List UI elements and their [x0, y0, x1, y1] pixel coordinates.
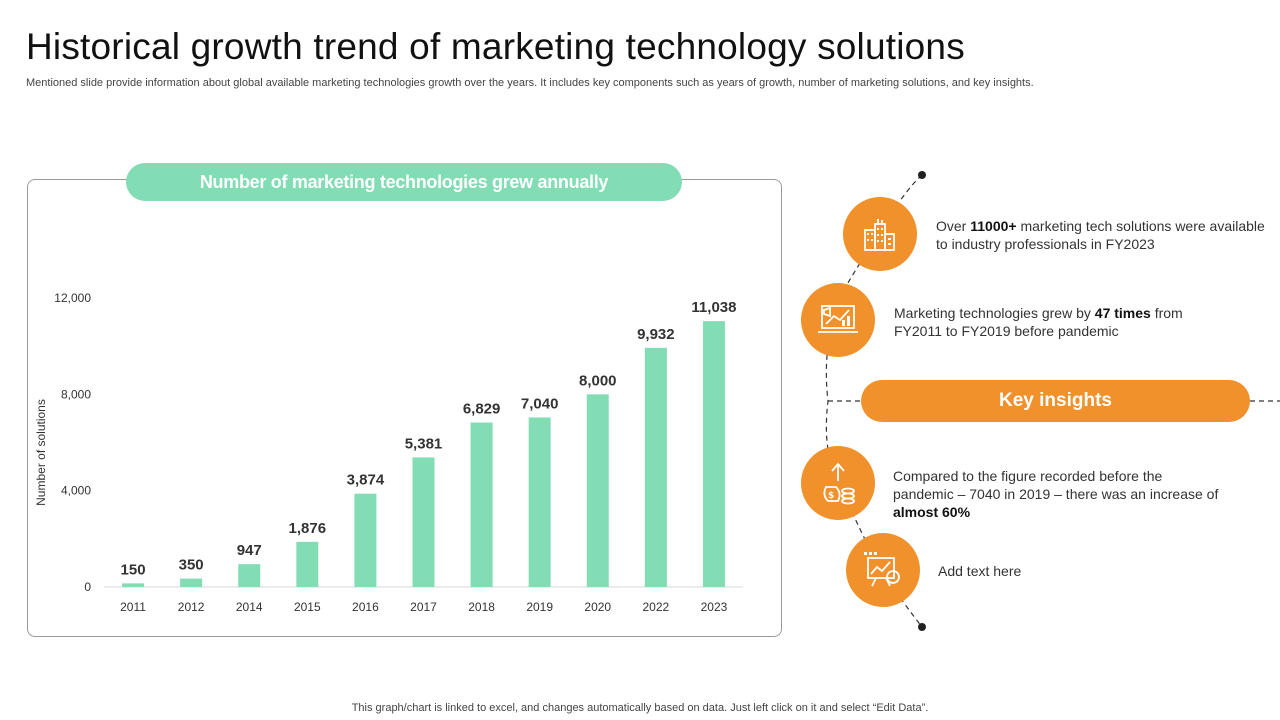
- x-tick-label: 2012: [178, 600, 205, 614]
- x-tick-label: 2016: [352, 600, 379, 614]
- data-label: 3,874: [347, 472, 385, 489]
- y-tick-label: 12,000: [54, 291, 91, 305]
- page-subtitle: Mentioned slide provide information abou…: [26, 77, 1034, 89]
- x-tick-label: 2020: [584, 600, 611, 614]
- data-label: 947: [237, 542, 262, 559]
- x-tick-label: 2011: [120, 600, 146, 614]
- bar: [470, 422, 493, 587]
- x-tick-label: 2023: [701, 600, 728, 614]
- x-tick-label: 2014: [236, 600, 263, 614]
- bar: [528, 417, 551, 587]
- data-label: 8,000: [579, 372, 617, 389]
- data-label: 11,038: [691, 299, 736, 316]
- svg-text:$: $: [828, 491, 834, 501]
- bar: [354, 493, 377, 587]
- data-label: 6,829: [463, 401, 501, 418]
- data-label: 1,876: [289, 520, 327, 537]
- y-tick-label: 4,000: [61, 484, 91, 498]
- connector-end-dot: [918, 171, 926, 179]
- city-buildings-icon: [843, 197, 917, 271]
- data-label: 7,040: [521, 395, 559, 412]
- x-tick-label: 2022: [643, 600, 670, 614]
- y-tick-label: 0: [84, 580, 91, 594]
- megaphone-chart-icon: [801, 283, 875, 357]
- page-title: Historical growth trend of marketing tec…: [26, 26, 965, 67]
- insight-text-3: Compared to the figure recorded before t…: [893, 468, 1219, 520]
- connector-end-dot: [918, 623, 926, 631]
- bar: [238, 564, 261, 587]
- data-label: 150: [121, 561, 146, 578]
- bar-chart[interactable]: 0 4,000 8,000 12,000 Number of solutions 150 2…: [0, 0, 800, 660]
- bar: [586, 394, 609, 587]
- insight-text-4: Add text here: [938, 563, 1022, 579]
- presentation-board-icon: [846, 533, 920, 607]
- y-tick-label: 8,000: [61, 387, 91, 401]
- y-axis-title: Number of solutions: [34, 399, 48, 506]
- bar: [296, 541, 319, 587]
- bar: [702, 321, 725, 587]
- money-growth-icon: $: [801, 446, 875, 520]
- bar: [180, 578, 203, 587]
- bar: [122, 583, 145, 587]
- x-tick-label: 2015: [294, 600, 321, 614]
- chart-title: Number of marketing technologies grew an…: [126, 163, 682, 201]
- key-insights-heading: Key insights: [861, 380, 1250, 422]
- insight-text-2: Marketing technologies grew by 47 times …: [894, 305, 1183, 339]
- bar: [412, 457, 435, 587]
- x-tick-label: 2018: [468, 600, 495, 614]
- x-tick-label: 2019: [526, 600, 553, 614]
- footer-note: This graph/chart is linked to excel, and…: [351, 702, 929, 714]
- data-label: 350: [179, 557, 204, 574]
- data-label: 9,932: [637, 326, 675, 343]
- bar: [644, 347, 667, 587]
- insight-text-1: Over 11000+ marketing tech solutions wer…: [936, 218, 1265, 252]
- x-tick-label: 2017: [410, 600, 437, 614]
- data-label: 5,381: [405, 435, 443, 452]
